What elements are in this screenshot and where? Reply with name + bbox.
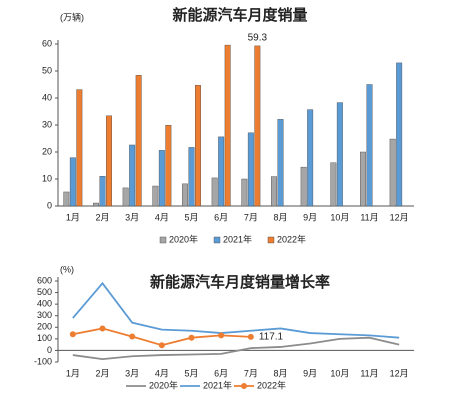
point-marker (158, 342, 165, 349)
y-tick-label: 200 (37, 322, 52, 332)
x-tick-label: 3月 (125, 368, 139, 378)
bar (69, 157, 76, 207)
legend-label: 2022年 (257, 379, 286, 390)
chart-title: 新能源汽车月度销量增长率 (150, 273, 330, 291)
y-tick-label: 500 (37, 287, 52, 297)
bar (366, 84, 373, 207)
bar (396, 62, 403, 207)
x-tick-label: 9月 (303, 368, 317, 378)
bar (63, 191, 70, 207)
bar (247, 132, 254, 207)
chart-title: 新能源汽车月度销量 (172, 6, 307, 24)
x-tick-label: 1月 (66, 368, 80, 378)
x-tick-label: 7月 (244, 368, 258, 378)
x-tick-label: 3月 (125, 212, 139, 222)
x-tick-label: 2月 (95, 368, 109, 378)
y-tick-label: 60 (42, 38, 52, 48)
legend-label: 2020年 (169, 233, 198, 244)
bar (158, 150, 165, 207)
bar (389, 138, 396, 207)
y-tick-label: 30 (42, 119, 52, 129)
bar (330, 162, 337, 207)
bar (182, 183, 188, 207)
bar (224, 44, 231, 207)
legend-label: 2021年 (223, 233, 252, 244)
legend-swatch (267, 236, 275, 244)
x-tick-label: 11月 (360, 212, 378, 222)
x-tick-label: 8月 (273, 212, 287, 222)
x-tick-label: 4月 (155, 368, 169, 378)
legend-marker (241, 383, 247, 389)
x-tick-label: 7月 (244, 212, 258, 222)
y-tick-label: 100 (37, 333, 52, 343)
x-tick-label: 12月 (390, 212, 409, 222)
y-tick-label: 20 (42, 146, 52, 156)
x-tick-label: 11月 (360, 368, 378, 378)
legend-label: 2020年 (149, 379, 178, 390)
bar (188, 147, 195, 207)
bar (277, 119, 284, 207)
y-unit-label: (%) (60, 264, 74, 274)
x-tick-label: 5月 (184, 212, 198, 222)
x-tick-label: 10月 (330, 212, 349, 222)
bar (152, 185, 159, 207)
bar (254, 45, 261, 207)
x-tick-label: 6月 (214, 368, 228, 378)
line-series (72, 281, 400, 339)
bar (165, 125, 172, 207)
y-tick-label: -100 (34, 356, 52, 366)
y-tick-label: 10 (42, 173, 52, 183)
x-tick-label: 10月 (330, 368, 349, 378)
y-tick-label: 600 (37, 275, 52, 285)
point-marker (218, 332, 225, 339)
bar (241, 178, 248, 207)
bar (195, 85, 201, 207)
y-unit-label: (万辆) (60, 11, 84, 22)
point-marker (247, 333, 254, 340)
bar (211, 177, 218, 207)
bar (336, 102, 343, 207)
x-tick-label: 5月 (184, 368, 198, 378)
point-marker (129, 333, 136, 340)
point-marker (99, 325, 106, 332)
x-tick-label: 9月 (303, 212, 317, 222)
bar (271, 176, 277, 207)
x-tick-label: 2月 (95, 212, 109, 222)
bar (135, 75, 142, 207)
x-tick-label: 12月 (390, 368, 409, 378)
legend-label: 2021年 (203, 379, 232, 390)
legend-swatch (159, 236, 167, 244)
bar (307, 109, 314, 207)
x-tick-label: 1月 (66, 212, 80, 222)
bar (93, 202, 99, 207)
y-tick-label: 0 (47, 200, 52, 210)
bar (360, 151, 366, 207)
y-tick-label: 400 (37, 299, 52, 309)
legend-swatch (213, 236, 221, 244)
line-series (72, 336, 400, 361)
x-tick-label: 6月 (214, 212, 228, 222)
bar (122, 187, 129, 207)
y-tick-label: 300 (37, 310, 52, 320)
point-marker (188, 334, 195, 341)
legend-label: 2022年 (277, 233, 306, 244)
data-label: 59.3 (248, 33, 268, 44)
data-label: 117.1 (259, 332, 284, 343)
bar (106, 115, 112, 207)
x-tick-label: 4月 (155, 212, 169, 222)
y-tick-label: 0 (47, 345, 52, 355)
x-tick-label: 8月 (273, 368, 287, 378)
point-marker (69, 331, 76, 338)
bar (129, 144, 136, 207)
bar (76, 89, 83, 207)
bar (218, 136, 225, 207)
y-tick-label: 50 (42, 65, 52, 75)
y-tick-label: 40 (42, 92, 52, 102)
bar (300, 166, 307, 207)
bar (99, 176, 106, 207)
